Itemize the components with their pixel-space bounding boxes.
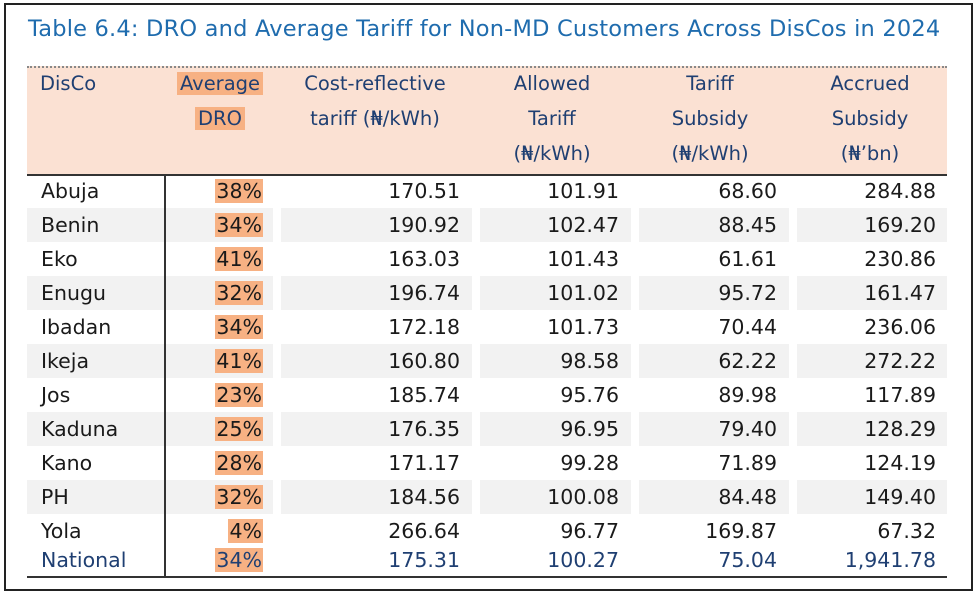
cell-subsidy: 71.89 — [718, 451, 777, 475]
table-bottom-rule — [27, 576, 947, 578]
header-tariff-subsidy: Tariff Subsidy (₦/kWh) — [671, 72, 749, 165]
header-allowed-tariff: Allowed Tariff (₦/kWh) — [513, 72, 591, 165]
cell-accrued: 149.40 — [864, 485, 936, 509]
cell-cost: 196.74 — [388, 281, 460, 305]
cell-dro: 4% — [228, 519, 263, 543]
cell-cost: 185.74 — [388, 383, 460, 407]
header-average-dro: Average DRO — [168, 66, 272, 136]
table-row-national: National 34% 175.31 100.27 75.04 1,941.7… — [27, 545, 947, 576]
table-row: Ibadan 34% 172.18 101.73 70.44 236.06 — [27, 310, 947, 344]
cell-dro: 28% — [215, 451, 263, 475]
cell-subsidy: 62.22 — [718, 349, 777, 373]
cell-allowed: 100.27 — [547, 548, 619, 572]
cell-dro: 34% — [215, 213, 263, 237]
table-row: Kano 28% 171.17 99.28 71.89 124.19 — [27, 446, 947, 480]
cell-dro: 34% — [215, 548, 263, 572]
cell-cost: 176.35 — [388, 417, 460, 441]
cell-cost: 172.18 — [388, 315, 460, 339]
cell-subsidy: 169.87 — [705, 519, 777, 543]
cell-allowed: 96.77 — [560, 519, 619, 543]
header-bottom-rule — [27, 174, 947, 176]
cell-disco: Enugu — [41, 281, 106, 305]
cell-subsidy: 68.60 — [718, 179, 777, 203]
column-gap — [789, 174, 797, 576]
table-row: Eko 41% 163.03 101.43 61.61 230.86 — [27, 242, 947, 276]
cell-subsidy: 75.04 — [718, 548, 777, 572]
cell-disco: Eko — [41, 247, 78, 271]
cell-dro: 32% — [215, 281, 263, 305]
cell-accrued: 169.20 — [864, 213, 936, 237]
cell-disco: Ikeja — [41, 349, 90, 373]
cell-allowed: 100.08 — [547, 485, 619, 509]
cell-allowed: 102.47 — [547, 213, 619, 237]
column-gap — [273, 174, 281, 576]
cell-accrued: 284.88 — [864, 179, 936, 203]
table-title: Table 6.4: DRO and Average Tariff for No… — [28, 16, 941, 42]
cell-dro: 34% — [215, 315, 263, 339]
cell-disco: Kaduna — [41, 417, 119, 441]
cell-accrued: 117.89 — [864, 383, 936, 407]
cell-dro: 41% — [215, 349, 263, 373]
cell-cost: 160.80 — [388, 349, 460, 373]
cell-accrued: 1,941.78 — [844, 548, 936, 572]
cell-cost: 170.51 — [388, 179, 460, 203]
cell-cost: 184.56 — [388, 485, 460, 509]
cell-accrued: 67.32 — [877, 519, 936, 543]
first-column-rule — [164, 174, 166, 576]
cell-allowed: 99.28 — [560, 451, 619, 475]
cell-disco: Abuja — [41, 179, 100, 203]
cell-disco: Ibadan — [41, 315, 112, 339]
cell-disco: Yola — [41, 519, 82, 543]
cell-accrued: 236.06 — [864, 315, 936, 339]
cell-subsidy: 79.40 — [718, 417, 777, 441]
cell-subsidy: 89.98 — [718, 383, 777, 407]
cell-allowed: 98.58 — [560, 349, 619, 373]
cell-dro: 38% — [215, 179, 263, 203]
cell-cost: 190.92 — [388, 213, 460, 237]
cell-cost: 266.64 — [388, 519, 460, 543]
cell-accrued: 272.22 — [864, 349, 936, 373]
table-row: Jos 23% 185.74 95.76 89.98 117.89 — [27, 378, 947, 412]
table-row: Yola 4% 266.64 96.77 169.87 67.32 — [27, 514, 947, 548]
cell-disco: PH — [41, 485, 69, 509]
cell-subsidy: 95.72 — [718, 281, 777, 305]
header-top-rule — [27, 66, 947, 68]
cell-disco: Benin — [41, 213, 100, 237]
cell-dro: 25% — [215, 417, 263, 441]
cell-disco: National — [41, 548, 127, 572]
table-row: Abuja 38% 170.51 101.91 68.60 284.88 — [27, 174, 947, 208]
cell-disco: Kano — [41, 451, 93, 475]
cell-disco: Jos — [41, 383, 71, 407]
cell-dro: 23% — [215, 383, 263, 407]
column-gap — [631, 174, 639, 576]
cell-cost: 163.03 — [388, 247, 460, 271]
column-gap — [472, 174, 480, 576]
cell-cost: 171.17 — [388, 451, 460, 475]
cell-cost: 175.31 — [388, 548, 460, 572]
cell-allowed: 101.91 — [547, 179, 619, 203]
cell-accrued: 161.47 — [864, 281, 936, 305]
cell-accrued: 230.86 — [864, 247, 936, 271]
cell-subsidy: 61.61 — [718, 247, 777, 271]
header-disco: DisCo — [40, 72, 97, 95]
cell-allowed: 101.02 — [547, 281, 619, 305]
header-accrued-subsidy: Accrued Subsidy (₦’bn) — [830, 72, 910, 165]
cell-subsidy: 88.45 — [718, 213, 777, 237]
cell-accrued: 128.29 — [864, 417, 936, 441]
cell-accrued: 124.19 — [864, 451, 936, 475]
cell-subsidy: 84.48 — [718, 485, 777, 509]
cell-subsidy: 70.44 — [718, 315, 777, 339]
cell-dro: 32% — [215, 485, 263, 509]
cell-allowed: 96.95 — [560, 417, 619, 441]
header-cost-reflective-tariff: Cost-reflective tariff (₦/kWh) — [304, 72, 446, 130]
cell-allowed: 95.76 — [560, 383, 619, 407]
cell-allowed: 101.73 — [547, 315, 619, 339]
cell-dro: 41% — [215, 247, 263, 271]
cell-allowed: 101.43 — [547, 247, 619, 271]
